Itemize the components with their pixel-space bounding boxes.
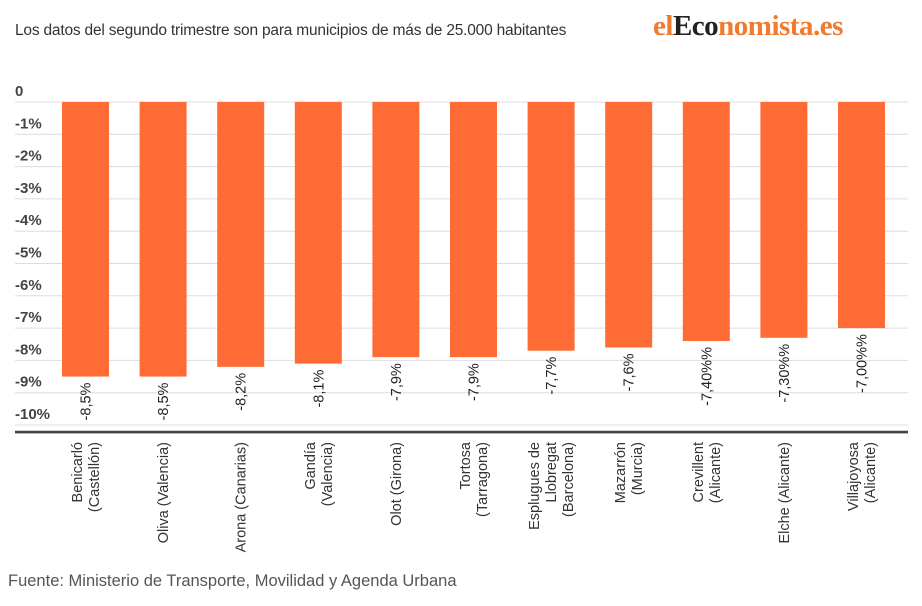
y-tick-label: -3%: [15, 180, 42, 197]
bar: [682, 102, 730, 342]
y-tick-label: -7%: [15, 309, 42, 326]
bar: [760, 102, 808, 338]
y-tick-label: -8%: [15, 341, 42, 358]
x-tick-label: Oliva (Valencia): [156, 442, 172, 543]
x-tick-label: Villajoyosa: [846, 441, 862, 511]
data-label: -8,5%: [156, 382, 172, 420]
x-tick-label: Crevillent: [691, 442, 707, 502]
y-tick-label: -1%: [15, 115, 42, 132]
logo-part-eco: Eco: [672, 10, 719, 42]
data-label: -8,2%: [234, 373, 250, 411]
y-tick-label: -2%: [15, 148, 42, 165]
y-tick-label: -4%: [15, 212, 42, 229]
x-tick-label: Olot (Girona): [389, 442, 405, 526]
data-label: -7,40%%: [699, 347, 715, 406]
x-tick-label: Tortosa: [458, 441, 474, 489]
y-tick-label: -10%: [15, 406, 50, 423]
logo-part-nomista: nomista.es: [718, 10, 843, 42]
y-tick-label: -9%: [15, 374, 42, 391]
x-tick-label: Gandía: [303, 441, 319, 489]
eleconomista-logo: elEconomista.es: [653, 10, 843, 43]
data-label: -7,00%%: [855, 334, 871, 393]
y-tick-label: -5%: [15, 245, 42, 262]
bar: [62, 102, 109, 377]
bar: [294, 102, 342, 364]
data-label: -7,7%: [544, 357, 560, 395]
x-tick-label: (Castellón): [87, 442, 103, 512]
x-tick-label: Elche (Alicante): [777, 442, 793, 544]
data-label: -8,1%: [311, 370, 327, 408]
y-tick-label: -6%: [15, 277, 42, 294]
x-axis-labels: Benicarló (Castellón) Oliva (Valencia) Aron…: [70, 441, 879, 552]
data-labels: -8,5% -8,5% -8,2% -8,1% -7,9% -7,9% -7,7% -7,6%…: [79, 334, 871, 420]
chart-subtitle: Los datos del segundo trimestre son para…: [15, 22, 567, 39]
x-tick-label: (Alicante): [708, 442, 724, 503]
bar: [527, 102, 575, 351]
x-tick-label: (Valencia): [320, 442, 336, 506]
x-tick-label: Mazarrón: [613, 442, 629, 503]
bar: [450, 102, 497, 358]
bar: [605, 102, 653, 348]
data-label: -7,9%: [389, 363, 405, 401]
bar: [838, 102, 885, 329]
data-label: -7,9%: [467, 363, 483, 401]
x-tick-label: (Murcia): [630, 442, 646, 495]
x-tick-label: (Barcelona): [561, 442, 577, 517]
x-tick-label: Esplugues de: [527, 442, 543, 530]
x-tick-label: Arona (Canarias): [234, 442, 250, 552]
x-tick-label: (Tarragona): [475, 442, 491, 517]
data-label: -7,6%: [622, 353, 638, 391]
source-note: Fuente: Ministerio de Transporte, Movili…: [8, 572, 457, 590]
x-tick-label: Benicarló: [70, 442, 86, 502]
logo-part-el: el: [653, 10, 673, 42]
y-tick-label: 0: [15, 83, 23, 100]
data-label: -7,30%%: [777, 344, 793, 403]
x-tick-label: Llobregat: [544, 442, 560, 502]
data-label: -8,5%: [79, 382, 95, 420]
bar: [217, 102, 265, 367]
bars: [62, 102, 885, 377]
bar: [372, 102, 420, 358]
bar: [139, 102, 187, 377]
y-axis-ticks: 0 -1% -2% -3% -4% -5% -6% -7% -8% -9% -10%: [15, 83, 50, 423]
x-tick-label: (Alicante): [863, 442, 879, 503]
bar-chart: 0-1%-2%-3%-4%-5%-6%-7%-8%-9%-10% -8,5% -8…: [15, 83, 908, 552]
